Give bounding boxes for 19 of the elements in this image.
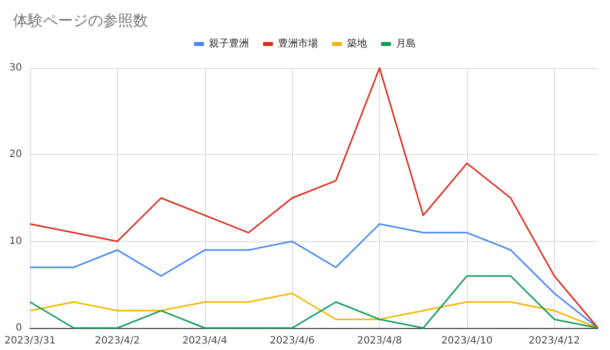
legend-label: 親子豊洲 [209, 38, 249, 50]
y-tick-label: 0 [16, 322, 22, 334]
x-tick-label: 2023/4/6 [270, 336, 315, 346]
x-tick-label: 2023/4/12 [528, 336, 580, 346]
x-tick-label: 2023/4/4 [182, 336, 228, 346]
x-tick-label: 2023/4/10 [441, 336, 493, 346]
legend-label: 月島 [396, 38, 416, 50]
line-series [29, 67, 599, 329]
legend-label: 豊洲市場 [278, 38, 318, 50]
legend-label: 築地 [347, 38, 367, 50]
chart-title: 体験ページの参照数 [13, 12, 148, 30]
y-tick-label: 20 [9, 149, 22, 160]
x-tick-label: 2023/4/8 [357, 336, 402, 346]
x-tick-label: 2023/4/2 [94, 336, 140, 346]
line-series [29, 292, 599, 329]
line-series [29, 275, 599, 329]
y-tick-label: 30 [9, 62, 22, 74]
y-tick-label: 10 [9, 236, 22, 247]
x-tick-label: 2023/3/31 [4, 336, 56, 346]
